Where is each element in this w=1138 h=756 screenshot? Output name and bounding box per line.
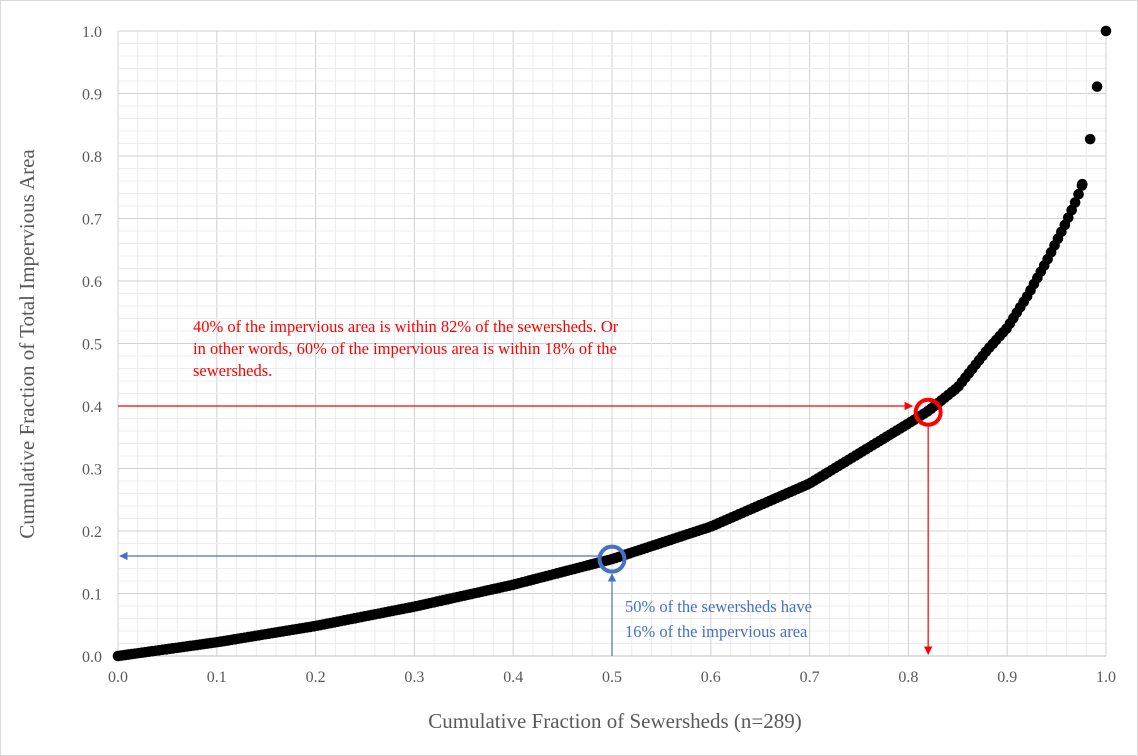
y-tick-label: 0.1 (82, 587, 102, 604)
red-annotation-line-2: in other words, 60% of the impervious ar… (193, 339, 617, 358)
data-point (1076, 178, 1088, 190)
y-tick-label: 0.7 (82, 212, 102, 229)
blue-annotation-line-1: 50% of the sewersheds have (625, 597, 812, 616)
x-tick-label: 0.4 (503, 669, 523, 686)
data-point (1069, 197, 1081, 208)
y-tick-labels: 0.0 0.1 0.2 0.3 0.4 0.5 0.6 0.7 0.8 0.9 1.0 (82, 24, 102, 666)
y-tick-label: 0.2 (82, 524, 102, 541)
y-tick-label: 0.8 (82, 149, 102, 166)
x-tick-label: 0.6 (701, 669, 721, 686)
y-tick-label: 0.9 (82, 87, 102, 104)
data-point (1091, 81, 1103, 92)
y-tick-label: 0.3 (82, 462, 102, 479)
x-tick-label: 0.1 (207, 669, 227, 686)
x-axis-title: Cumulative Fraction of Sewersheds (n=289… (428, 709, 801, 733)
annotation-blue: 50% of the sewersheds have 16% of the im… (119, 544, 812, 656)
y-tick-label: 1.0 (82, 24, 102, 41)
blue-annotation-line-2: 16% of the impervious area (625, 622, 808, 641)
y-axis-title: Cumulative Fraction of Total Impervious … (15, 149, 39, 539)
data-point (1084, 133, 1096, 145)
x-tick-label: 0.8 (898, 669, 918, 686)
red-annotation-line-1: 40% of the impervious area is within 82%… (193, 317, 619, 336)
red-highlight-circle (913, 397, 943, 427)
x-tick-label: 0.7 (800, 669, 820, 686)
red-annotation-line-3: sewersheds. (193, 361, 272, 380)
data-point (1073, 188, 1084, 200)
blue-highlight-circle (597, 544, 627, 574)
x-tick-labels: 0.0 0.1 0.2 0.3 0.4 0.5 0.6 0.7 0.8 0.9 1.0 (108, 669, 1116, 686)
x-tick-label: 0.5 (602, 669, 622, 686)
x-tick-label: 0.2 (306, 669, 326, 686)
x-tick-label: 0.3 (404, 669, 424, 686)
y-tick-label: 0.6 (82, 274, 102, 291)
data-points (112, 25, 1112, 662)
data-point (1100, 25, 1112, 37)
x-tick-label: 0.9 (997, 669, 1017, 686)
annotation-red: 40% of the impervious area is within 82%… (118, 317, 943, 655)
y-tick-label: 0.5 (82, 337, 102, 354)
y-tick-label: 0.4 (82, 399, 102, 416)
x-tick-label: 0.0 (108, 669, 128, 686)
y-tick-label: 0.0 (82, 649, 102, 666)
x-tick-label: 1.0 (1096, 669, 1116, 686)
